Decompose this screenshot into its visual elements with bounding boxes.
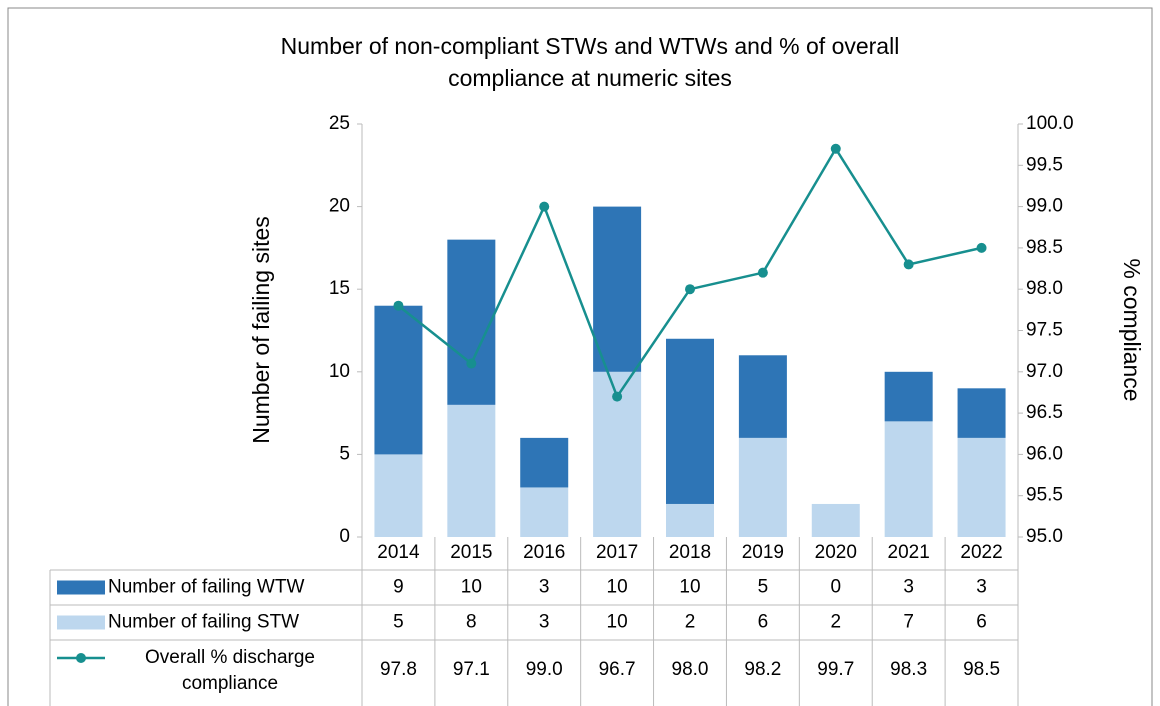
legend-swatch — [57, 580, 105, 595]
legend-label: Number of failing STW — [108, 612, 299, 633]
table-value: 98.2 — [744, 659, 781, 680]
table-value: 99.7 — [817, 659, 854, 680]
table-value: 7 — [903, 612, 914, 633]
bar — [811, 503, 860, 537]
y-tick-label: 10 — [329, 361, 350, 382]
chart-frame — [7, 7, 1153, 706]
y2-axis-title: % compliance — [1119, 258, 1145, 401]
line-marker — [539, 201, 550, 212]
x-tick-label: 2019 — [742, 542, 784, 563]
y2-tick-label: 98.0 — [1026, 278, 1063, 299]
table-value: 97.8 — [380, 659, 417, 680]
x-tick-label: 2017 — [596, 542, 638, 563]
table-value: 96.7 — [599, 659, 636, 680]
line-marker — [466, 358, 477, 369]
table-value: 2 — [685, 612, 696, 633]
y-tick-label: 0 — [339, 526, 350, 547]
table-value: 5 — [393, 612, 404, 633]
table-value: 10 — [607, 612, 628, 633]
y-axis-title: Number of failing sites — [248, 216, 274, 444]
bar — [593, 206, 642, 372]
legend-marker — [76, 653, 86, 663]
x-tick-label: 2014 — [377, 542, 420, 563]
x-tick-label: 2022 — [960, 542, 1002, 563]
table-value: 2 — [830, 612, 841, 633]
table-value: 10 — [461, 577, 482, 598]
line-marker — [903, 259, 914, 270]
line-marker — [757, 267, 768, 278]
legend-label: Number of failing WTW — [108, 577, 304, 598]
table-value: 99.0 — [526, 659, 563, 680]
table-value: 10 — [679, 577, 700, 598]
bar — [666, 338, 714, 504]
table-value: 5 — [758, 577, 769, 598]
table-value: 10 — [607, 577, 628, 598]
table-value: 6 — [976, 612, 987, 633]
table-value: 98.5 — [963, 659, 1000, 680]
y2-tick-label: 98.5 — [1026, 237, 1063, 258]
table-value: 3 — [903, 577, 914, 598]
y2-tick-label: 95.0 — [1026, 526, 1063, 547]
chart-title: Number of non-compliant STWs and WTWs an… — [281, 33, 900, 59]
line-marker — [976, 242, 987, 253]
line-marker — [393, 300, 404, 311]
y2-tick-label: 99.0 — [1026, 196, 1063, 217]
legend-label: Overall % discharge compliance — [145, 647, 315, 694]
y2-tick-label: 100.0 — [1026, 113, 1074, 134]
x-tick-label: 2021 — [888, 542, 930, 563]
x-tick-label: 2015 — [450, 542, 492, 563]
bar — [374, 305, 423, 455]
table-value: 98.3 — [890, 659, 927, 680]
bar — [738, 355, 787, 438]
x-tick-label: 2018 — [669, 542, 711, 563]
bar — [957, 437, 1006, 537]
y2-tick-label: 99.5 — [1026, 154, 1063, 175]
y2-tick-label: 95.5 — [1026, 485, 1063, 506]
bar — [520, 487, 569, 537]
table-value: 0 — [830, 577, 841, 598]
y-tick-label: 15 — [329, 278, 350, 299]
table-value: 8 — [466, 612, 477, 633]
bar — [884, 421, 933, 537]
table-value: 3 — [976, 577, 987, 598]
table-value: 97.1 — [453, 659, 490, 680]
bar — [666, 503, 714, 537]
y2-tick-label: 96.0 — [1026, 443, 1063, 464]
table-value: 6 — [758, 612, 769, 633]
y2-tick-label: 97.5 — [1026, 320, 1063, 341]
bar — [520, 437, 569, 488]
table-value: 98.0 — [672, 659, 709, 680]
table-value: 3 — [539, 612, 550, 633]
bar — [957, 388, 1006, 438]
chart-title: compliance at numeric sites — [448, 65, 732, 91]
bar — [884, 371, 933, 422]
y2-tick-label: 97.0 — [1026, 361, 1063, 382]
line-marker — [685, 284, 695, 295]
table-value: 9 — [393, 577, 404, 598]
bar — [374, 454, 423, 537]
bar — [738, 437, 787, 537]
line-marker — [830, 143, 841, 154]
y-tick-label: 25 — [329, 113, 350, 134]
line-marker — [612, 391, 623, 402]
bar — [447, 239, 496, 405]
bar — [447, 404, 496, 537]
y-tick-label: 5 — [339, 443, 350, 464]
table-value: 3 — [539, 577, 550, 598]
legend-swatch — [57, 615, 105, 630]
y2-tick-label: 96.5 — [1026, 402, 1063, 423]
y-tick-label: 20 — [329, 196, 350, 217]
x-tick-label: 2020 — [815, 542, 857, 563]
x-tick-label: 2016 — [523, 542, 565, 563]
